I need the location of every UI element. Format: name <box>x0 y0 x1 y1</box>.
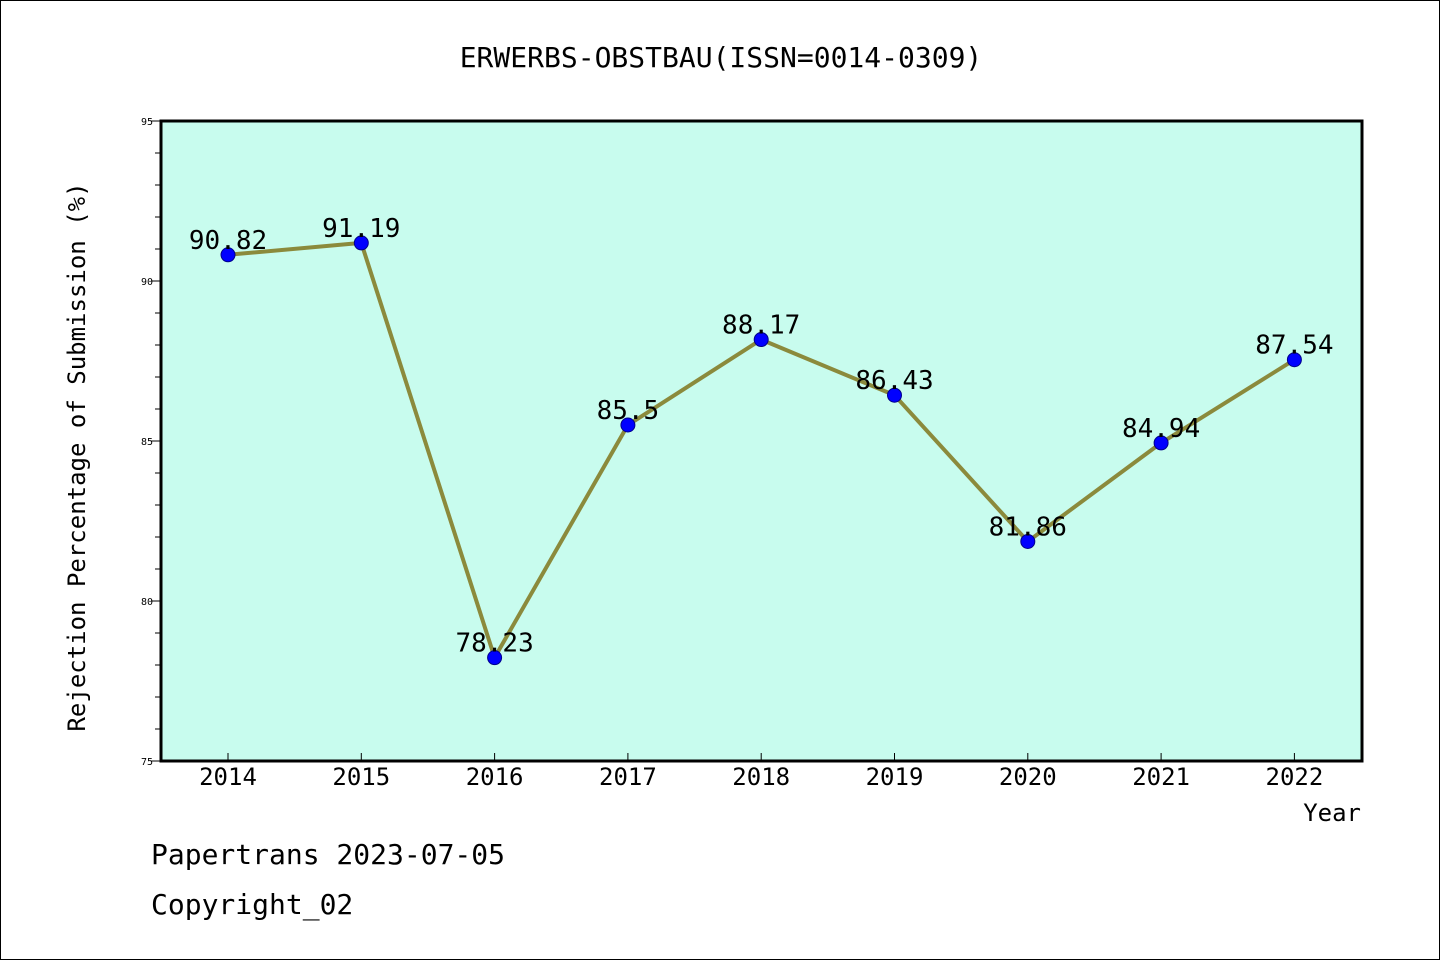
data-label: 85.5 <box>597 396 660 426</box>
y-axis: 75 80 85 90 95 <box>141 117 161 768</box>
y-tick-label: 95 <box>141 117 153 128</box>
data-label: 84.94 <box>1122 414 1200 444</box>
series-line-group: 90.82 91.19 78.23 85.5 88.17 86.43 81.86 84.94 8… <box>189 214 1334 666</box>
data-label: 81.86 <box>989 512 1067 542</box>
data-point <box>1153 435 1169 451</box>
y-tick-label: 75 <box>141 757 153 768</box>
data-label: 78.23 <box>455 629 533 659</box>
x-tick-label: 2021 <box>1132 763 1190 791</box>
data-label: 88.17 <box>722 311 800 341</box>
data-point <box>887 387 902 403</box>
data-point <box>353 235 369 251</box>
x-tick-label: 2019 <box>866 763 924 791</box>
x-tick-label: 2018 <box>732 763 790 791</box>
x-axis: 2014 2015 2016 2017 2018 2019 2020 2021 2022 <box>199 753 1323 791</box>
data-point <box>620 417 636 433</box>
x-tick-label: 2022 <box>1266 763 1324 791</box>
data-label: 86.43 <box>855 366 933 396</box>
x-tick-label: 2015 <box>332 763 390 791</box>
x-tick-label: 2016 <box>466 763 524 791</box>
y-tick-label: 90 <box>141 277 153 288</box>
data-point <box>1286 352 1302 368</box>
chart-title: ERWERBS-OBSTBAU(ISSN=0014-0309) <box>460 41 983 74</box>
x-tick-label: 2017 <box>599 763 657 791</box>
data-label: 90.82 <box>189 226 267 256</box>
data-label: 87.54 <box>1255 331 1333 361</box>
y-tick-label: 85 <box>141 437 153 448</box>
data-point <box>753 332 769 348</box>
x-tick-label: 2014 <box>199 763 257 791</box>
footer-date-line: Papertrans 2023-07-05 <box>151 838 506 871</box>
data-point <box>487 650 503 666</box>
data-point <box>220 247 236 263</box>
x-tick-label: 2020 <box>999 763 1057 791</box>
y-axis-label: Rejection Percentage of Submission (%) <box>63 182 91 731</box>
y-tick-label: 80 <box>141 597 153 608</box>
data-point <box>1020 533 1036 549</box>
data-label: 91.19 <box>322 214 400 244</box>
x-axis-label: Year <box>1303 799 1361 827</box>
footer-copyright-line: Copyright_02 <box>151 888 354 921</box>
